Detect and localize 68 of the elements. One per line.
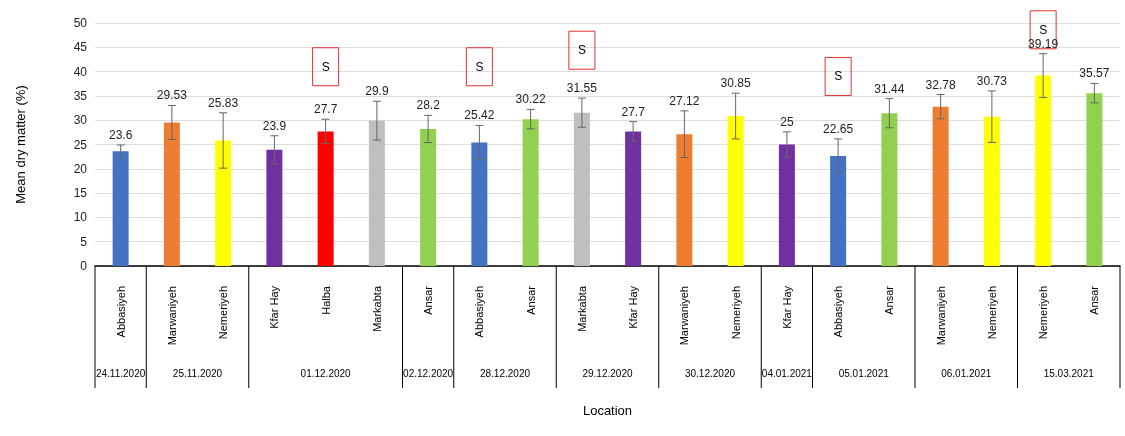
text: 24.11.2020 <box>95 367 146 379</box>
x-tick-label: Markabta <box>370 285 383 332</box>
x-tick-label: Ansar <box>422 285 435 315</box>
text: 30.12.2020 <box>684 367 736 379</box>
data-label: 25.42 <box>464 108 495 123</box>
x-tick-label: Marwaniyeh <box>165 286 178 346</box>
data-label: 25.83 <box>208 95 239 110</box>
data-label: 25 <box>780 114 794 129</box>
data-label: 32.78 <box>925 77 956 92</box>
y-tick-label: 20 <box>73 161 88 176</box>
text: 28.12.2020 <box>479 367 531 379</box>
data-label: 28.2 <box>416 98 441 113</box>
annotation: S <box>475 59 484 74</box>
y-tick-label: 25 <box>73 137 88 152</box>
annotation: S <box>321 59 330 74</box>
data-label: 27.12 <box>669 93 700 108</box>
x-tick-label: Halba <box>319 285 332 315</box>
text: 25.11.2020 <box>172 367 223 379</box>
text: 29.12.2020 <box>582 367 633 379</box>
data-label: 29.53 <box>156 88 188 103</box>
y-tick-label: 50 <box>73 16 88 30</box>
text: 06.01.2021 <box>941 367 992 379</box>
x-tick-label: Marwaniyeh <box>934 286 947 346</box>
text: 04.01.2021 <box>761 367 813 379</box>
y-tick-label: 45 <box>73 40 88 55</box>
x-tick-label: Abbasiyeh <box>114 286 127 338</box>
x-tick-label: Abbasiyeh <box>473 286 486 338</box>
x-tick-label: Kfar Hay <box>780 285 793 329</box>
data-label: 29.9 <box>365 84 389 99</box>
x-tick-label: Kfar Hay <box>268 285 281 329</box>
data-label: 30.73 <box>976 73 1008 88</box>
y-tick-label: 30 <box>73 113 88 128</box>
text: 02.12.2020 <box>403 367 454 379</box>
data-label: 23.9 <box>262 118 287 133</box>
y-tick-label: 5 <box>80 234 88 249</box>
text: 15.03.2021 <box>1043 367 1095 379</box>
data-label: 31.55 <box>566 81 598 96</box>
data-label: 27.7 <box>621 104 646 119</box>
annotation: S <box>1039 22 1048 37</box>
text: 05.01.2021 <box>838 367 890 379</box>
x-tick-label: Markabta <box>575 285 588 332</box>
data-label: 23.6 <box>108 127 133 142</box>
x-tick-label: Nemeriyeh <box>217 286 230 340</box>
data-label: 31.44 <box>874 81 905 96</box>
data-label: 30.85 <box>720 76 751 91</box>
data-label: 35.57 <box>1079 66 1110 81</box>
data-label: 22.65 <box>823 121 854 136</box>
annotation: S <box>577 43 586 58</box>
data-label: 30.22 <box>515 92 546 107</box>
y-tick-label: 40 <box>73 64 88 79</box>
x-tick-label: Abbasiyeh <box>832 286 845 338</box>
y-tick-label: 15 <box>73 186 88 201</box>
y-tick-label: 35 <box>73 88 88 103</box>
x-tick-label: Nemeriyeh <box>985 286 998 340</box>
x-tick-label: Ansar <box>1088 285 1101 315</box>
x-tick-label: Kfar Hay <box>627 285 640 329</box>
y-axis-title: Mean dry matter (%) <box>13 85 28 204</box>
y-tick-label: 0 <box>80 259 88 273</box>
y-tick-label: 10 <box>73 210 88 225</box>
x-tick-label: Ansar <box>883 285 896 315</box>
x-tick-label: Ansar <box>524 285 537 315</box>
annotation: S <box>834 69 843 84</box>
x-axis-title: Location <box>582 403 633 418</box>
x-tick-label: Marwaniyeh <box>678 286 691 346</box>
x-tick-label: Nemeriyeh <box>729 286 742 340</box>
text: 01.12.2020 <box>300 367 352 379</box>
data-label: 27.7 <box>313 102 338 117</box>
x-tick-label: Nemeriyeh <box>1037 286 1050 340</box>
